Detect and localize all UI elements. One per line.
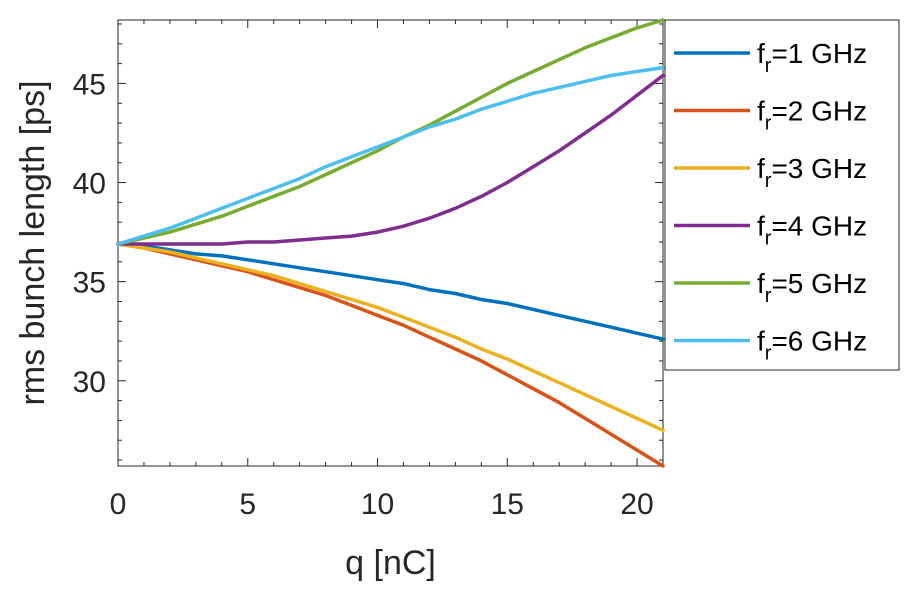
tick-labels: 0 5 10 15 20 30 35 40 45	[73, 68, 654, 521]
legend-label-2: fr=2 GHz	[757, 96, 867, 135]
x-tick-label: 10	[361, 488, 394, 521]
y-tick-label: 35	[73, 267, 106, 300]
legend-label-value: =2 GHz	[771, 96, 867, 127]
legend-label-6: fr=6 GHz	[757, 326, 867, 365]
legend-label-value: =3 GHz	[771, 153, 867, 184]
y-tick-label: 40	[73, 168, 106, 201]
legend-label-5: fr=5 GHz	[757, 268, 867, 307]
legend-label-symbol: f	[757, 326, 765, 357]
legend-label-value: =6 GHz	[771, 326, 867, 357]
series-line-2	[116, 242, 665, 468]
x-tick-label: 20	[620, 488, 653, 521]
legend-label-subscript: r	[765, 285, 772, 307]
legend-label-subscript: r	[765, 170, 772, 192]
legend-label-value: =1 GHz	[771, 38, 867, 69]
series-line-5	[116, 18, 665, 246]
legend-label-subscript: r	[765, 228, 772, 250]
legend-label-symbol: f	[757, 153, 765, 184]
x-axis-title: q [nC]	[345, 544, 436, 582]
y-tick-label: 45	[73, 68, 106, 101]
series-line-4	[116, 73, 665, 246]
legend-label-value: =4 GHz	[771, 211, 867, 242]
series-line-3	[116, 242, 665, 433]
series-line-6	[116, 65, 665, 246]
series-line-1	[116, 242, 665, 341]
series-lines	[116, 18, 665, 468]
legend-label-subscript: r	[765, 55, 772, 77]
axis-ticks	[117, 20, 664, 466]
legend-label-symbol: f	[757, 268, 765, 299]
legend-label-3: fr=3 GHz	[757, 153, 867, 192]
legend-label-subscript: r	[765, 113, 772, 135]
y-axis-title: rms bunch length [ps]	[14, 80, 52, 405]
x-tick-label: 15	[491, 488, 524, 521]
x-tick-label: 5	[239, 488, 256, 521]
legend-label-subscript: r	[765, 343, 772, 365]
legend-label-1: fr=1 GHz	[757, 38, 867, 77]
y-tick-label: 30	[73, 366, 106, 399]
legend-label-symbol: f	[757, 211, 765, 242]
legend-box	[664, 19, 900, 371]
legend-label-value: =5 GHz	[771, 268, 867, 299]
legend-label-symbol: f	[757, 38, 765, 69]
legend-label-4: fr=4 GHz	[757, 211, 867, 250]
legend-label-symbol: f	[757, 96, 765, 127]
x-tick-label: 0	[110, 488, 127, 521]
